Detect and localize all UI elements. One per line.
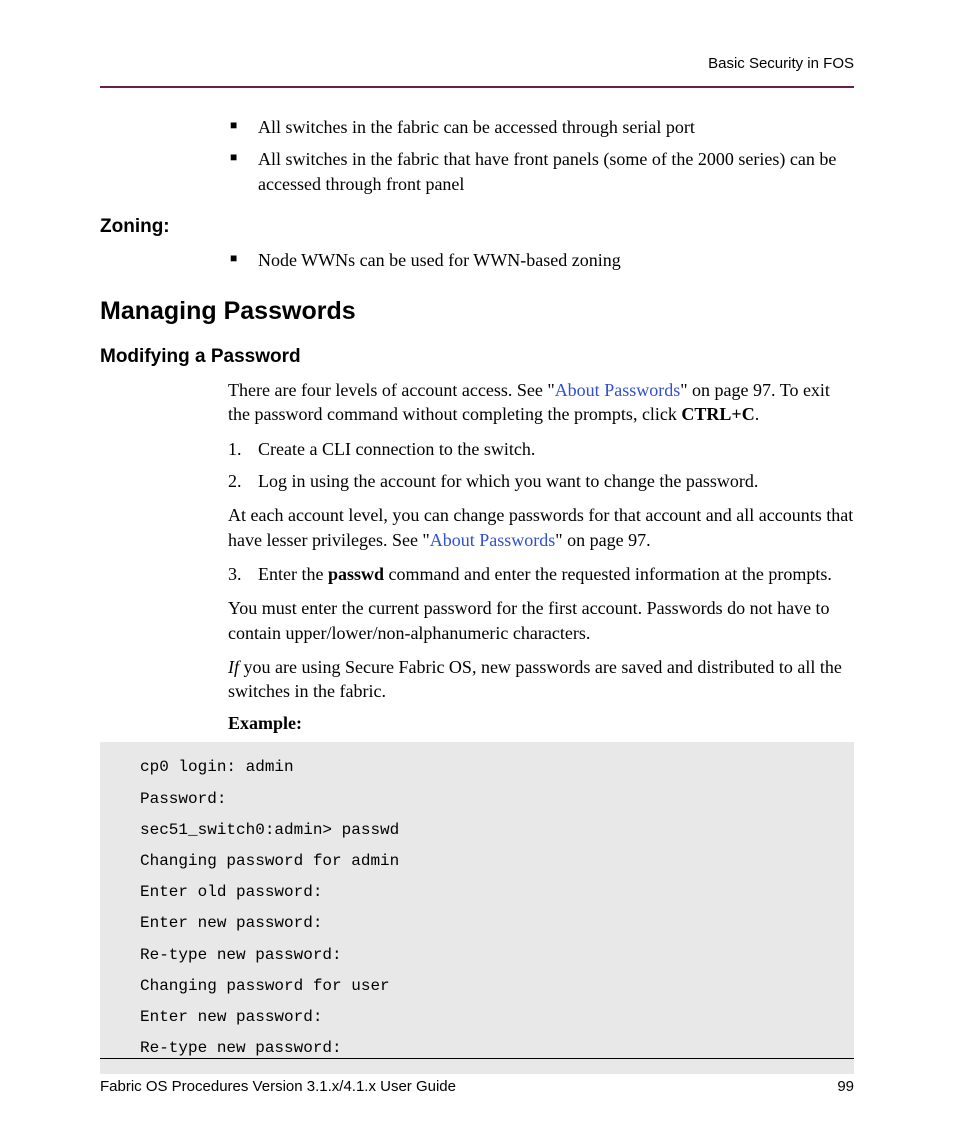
- heading-managing-passwords: Managing Passwords: [100, 297, 854, 326]
- page: Basic Security in FOS All switches in th…: [0, 0, 954, 1145]
- text: " on page 97.: [555, 530, 650, 550]
- ordered-list: 1. Create a CLI connection to the switch…: [100, 437, 854, 494]
- list-item: All switches in the fabric can be access…: [230, 115, 854, 139]
- emphasis: If: [228, 657, 239, 677]
- step-number: 1.: [228, 437, 242, 461]
- header-rule: [100, 86, 854, 88]
- text: you are using Secure Fabric OS, new pass…: [228, 657, 842, 701]
- footer-rule: [100, 1058, 854, 1059]
- step-number: 3.: [228, 562, 242, 586]
- paragraph: At each account level, you can change pa…: [100, 503, 854, 552]
- command-name: passwd: [328, 564, 384, 584]
- list-item: Node WWNs can be used for WWN-based zoni…: [230, 248, 854, 272]
- step-text: Enter the: [258, 564, 328, 584]
- text: There are four levels of account access.…: [228, 380, 555, 400]
- content-area: All switches in the fabric can be access…: [100, 115, 854, 1074]
- paragraph: If you are using Secure Fabric OS, new p…: [100, 655, 854, 704]
- example-label: Example:: [100, 713, 854, 734]
- footer-title: Fabric OS Procedures Version 3.1.x/4.1.x…: [100, 1078, 456, 1095]
- link-about-passwords[interactable]: About Passwords: [430, 530, 556, 550]
- zoning-bullet-list: Node WWNs can be used for WWN-based zoni…: [100, 248, 854, 272]
- code-example: cp0 login: admin Password: sec51_switch0…: [100, 742, 854, 1074]
- list-item: All switches in the fabric that have fro…: [230, 147, 854, 196]
- list-item: 3. Enter the passwd command and enter th…: [228, 562, 854, 586]
- heading-modifying-password: Modifying a Password: [100, 346, 854, 368]
- paragraph: You must enter the current password for …: [100, 596, 854, 645]
- heading-zoning: Zoning:: [100, 216, 854, 238]
- key-combo: CTRL+C: [681, 404, 754, 424]
- step-text: Create a CLI connection to the switch.: [258, 439, 535, 459]
- step-number: 2.: [228, 469, 242, 493]
- page-number: 99: [837, 1078, 854, 1095]
- text: .: [755, 404, 760, 424]
- paragraph: There are four levels of account access.…: [100, 378, 854, 427]
- link-about-passwords[interactable]: About Passwords: [555, 380, 681, 400]
- step-text: Log in using the account for which you w…: [258, 471, 758, 491]
- ordered-list: 3. Enter the passwd command and enter th…: [100, 562, 854, 586]
- step-text: command and enter the requested informat…: [384, 564, 832, 584]
- list-item: 2. Log in using the account for which yo…: [228, 469, 854, 493]
- running-header: Basic Security in FOS: [708, 55, 854, 72]
- top-bullet-list: All switches in the fabric can be access…: [100, 115, 854, 196]
- list-item: 1. Create a CLI connection to the switch…: [228, 437, 854, 461]
